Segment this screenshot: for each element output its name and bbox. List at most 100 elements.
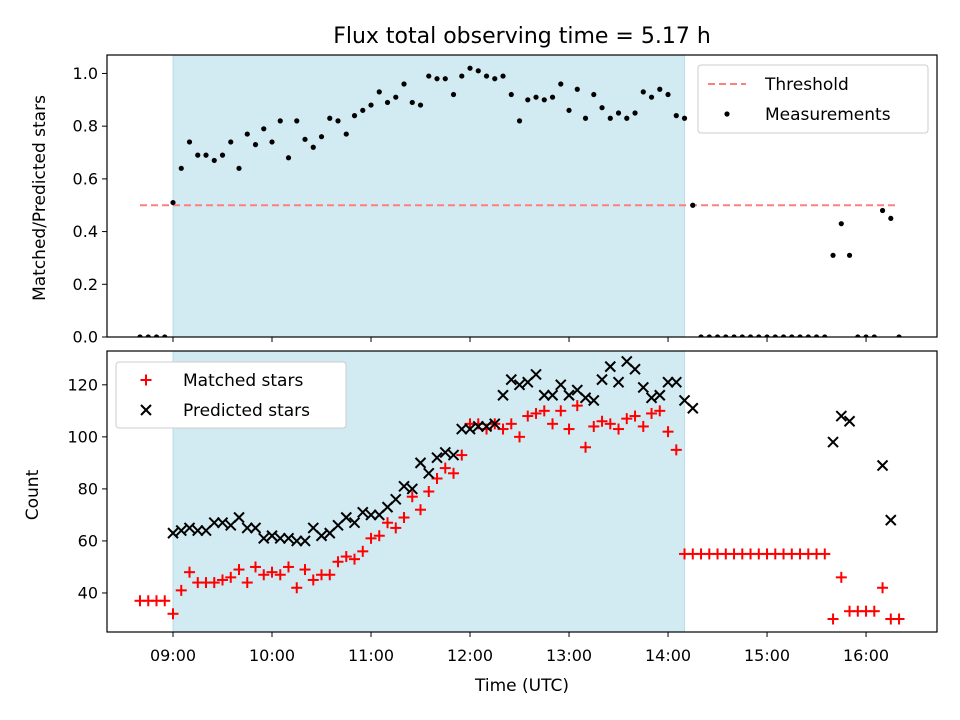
data-point bbox=[772, 334, 778, 337]
data-point bbox=[423, 467, 435, 479]
data-point bbox=[513, 379, 526, 391]
series-matched-stars bbox=[134, 400, 905, 625]
x-tick-label: 13:00 bbox=[546, 646, 592, 665]
data-point bbox=[382, 517, 394, 529]
y-tick-label: 0.4 bbox=[73, 222, 98, 241]
data-point bbox=[203, 152, 209, 158]
data-point bbox=[219, 152, 226, 158]
data-point bbox=[846, 252, 853, 258]
y-tick-label: 80 bbox=[78, 479, 98, 498]
data-point bbox=[714, 334, 721, 337]
legend-measurements-swatch bbox=[724, 111, 730, 117]
data-point bbox=[348, 517, 361, 529]
data-point bbox=[830, 252, 836, 258]
data-point bbox=[876, 459, 889, 472]
data-point bbox=[662, 376, 674, 388]
data-point bbox=[340, 551, 352, 563]
data-point bbox=[547, 418, 559, 430]
data-point bbox=[480, 420, 493, 433]
data-point bbox=[291, 535, 303, 547]
series-predicted-stars bbox=[167, 355, 897, 547]
data-point bbox=[351, 113, 358, 119]
data-point bbox=[813, 334, 820, 337]
plot-area-1 bbox=[134, 351, 905, 632]
axes-frame bbox=[106, 350, 938, 633]
data-point bbox=[599, 105, 605, 111]
data-point bbox=[393, 94, 399, 100]
data-point bbox=[376, 89, 382, 95]
data-point bbox=[698, 334, 704, 337]
data-point bbox=[390, 493, 402, 506]
legend-matched-swatch bbox=[140, 374, 152, 386]
data-point bbox=[805, 334, 811, 337]
data-point bbox=[588, 394, 600, 407]
data-point bbox=[838, 221, 844, 227]
data-point bbox=[250, 561, 262, 573]
data-point bbox=[178, 165, 184, 171]
data-point bbox=[406, 483, 418, 495]
data-point bbox=[285, 155, 292, 161]
data-point bbox=[414, 457, 427, 469]
data-point bbox=[522, 410, 534, 422]
y-tick-label: 0.0 bbox=[73, 328, 98, 347]
data-point bbox=[390, 522, 402, 534]
data-point bbox=[756, 334, 762, 337]
data-point bbox=[896, 334, 902, 337]
data-point bbox=[208, 577, 220, 589]
data-point bbox=[137, 334, 143, 337]
data-point bbox=[211, 157, 217, 164]
data-point bbox=[417, 102, 424, 108]
data-point bbox=[277, 118, 283, 124]
data-point bbox=[167, 608, 179, 620]
data-point bbox=[505, 418, 517, 430]
data-point bbox=[533, 94, 539, 100]
data-point bbox=[835, 571, 847, 583]
data-point bbox=[217, 574, 229, 586]
data-point bbox=[731, 334, 737, 337]
top-panel: 0.0 0.2 0.4 0.6 0.8 1.0 Threshold Measurements F… bbox=[30, 24, 938, 347]
data-point bbox=[175, 584, 187, 596]
data-point bbox=[780, 334, 787, 337]
data-point bbox=[365, 532, 377, 544]
data-point bbox=[294, 118, 300, 124]
data-point bbox=[175, 524, 187, 537]
data-point bbox=[723, 334, 729, 337]
x-tick-label: 10:00 bbox=[249, 646, 295, 665]
data-point bbox=[877, 582, 889, 594]
data-point bbox=[530, 368, 542, 381]
data-point bbox=[439, 446, 451, 459]
data-point bbox=[621, 413, 633, 425]
data-point bbox=[236, 165, 242, 171]
data-point bbox=[195, 152, 201, 158]
data-point bbox=[467, 65, 473, 71]
data-point bbox=[612, 376, 625, 388]
data-point bbox=[472, 420, 484, 433]
data-point bbox=[299, 564, 311, 576]
data-point bbox=[162, 334, 168, 337]
data-point bbox=[690, 202, 696, 208]
data-point bbox=[868, 605, 880, 617]
data-point bbox=[525, 97, 531, 103]
data-point bbox=[662, 426, 674, 438]
data-point bbox=[555, 379, 567, 391]
data-point bbox=[789, 334, 795, 337]
data-point bbox=[673, 113, 679, 119]
data-point bbox=[258, 532, 270, 545]
observing-span bbox=[172, 55, 686, 337]
legend-box bbox=[115, 361, 347, 429]
data-point bbox=[258, 569, 270, 581]
data-point bbox=[629, 410, 641, 422]
data-point bbox=[646, 407, 658, 419]
data-point bbox=[357, 506, 369, 519]
data-point bbox=[269, 139, 275, 145]
data-point bbox=[274, 532, 286, 545]
y-tick-label: 60 bbox=[78, 531, 98, 550]
data-point bbox=[764, 334, 770, 337]
data-point bbox=[310, 144, 316, 150]
data-point bbox=[879, 207, 886, 214]
data-point bbox=[596, 415, 608, 427]
data-point bbox=[447, 449, 460, 461]
data-point bbox=[409, 99, 415, 106]
x-tick-label: 12:00 bbox=[447, 646, 493, 665]
